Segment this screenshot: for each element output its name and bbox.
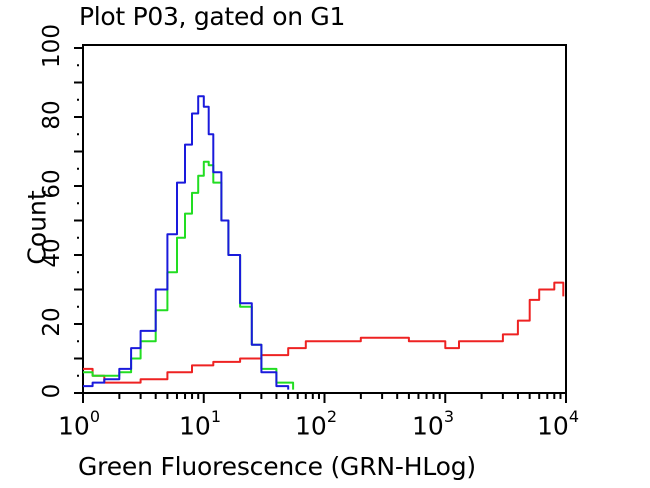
y-minor-tick bbox=[77, 271, 79, 274]
histogram-line-red bbox=[83, 281, 565, 384]
y-minor-tick bbox=[77, 167, 79, 170]
y-minor-tick bbox=[77, 64, 79, 67]
x-tick-label: 102 bbox=[295, 407, 337, 441]
y-minor-tick bbox=[77, 305, 79, 308]
x-tick-label: 104 bbox=[537, 407, 579, 441]
y-minor-tick bbox=[77, 133, 79, 136]
y-minor-tick bbox=[77, 236, 79, 239]
x-tick-label: 103 bbox=[412, 407, 454, 441]
y-minor-tick bbox=[77, 202, 79, 205]
x-axis-label: Green Fluorescence (GRN-HLog) bbox=[78, 452, 476, 481]
x-tick-label: 101 bbox=[179, 407, 221, 441]
y-minor-tick bbox=[77, 374, 79, 377]
plot-frame bbox=[74, 44, 567, 403]
y-minor-tick bbox=[77, 340, 79, 343]
y-minor-tick bbox=[77, 98, 79, 101]
x-tick-label: 100 bbox=[58, 407, 100, 441]
chart-title: Plot P03, gated on G1 bbox=[79, 2, 346, 31]
histogram-line-blue bbox=[83, 95, 290, 390]
histogram-series bbox=[83, 95, 565, 390]
